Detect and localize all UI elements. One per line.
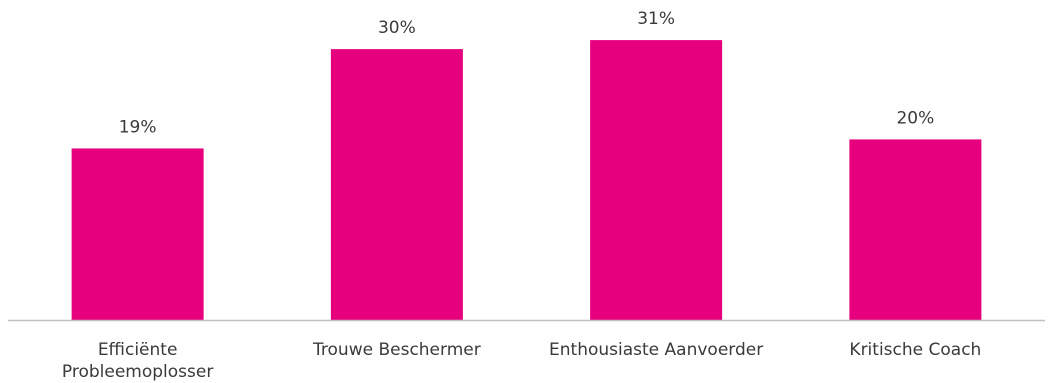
category-label-1: Trouwe Beschermer	[312, 340, 481, 360]
bar-0	[71, 148, 204, 320]
value-label-2: 31%	[637, 9, 675, 29]
bar-3	[849, 139, 982, 320]
bar-2	[590, 40, 723, 321]
bar-1	[330, 49, 463, 320]
category-label-line: Kritische Coach	[849, 340, 981, 360]
value-labels-group: 19% 30% 31% 20%	[119, 9, 935, 137]
category-label-2: Enthousiaste Aanvoerder	[549, 340, 763, 360]
value-label-1: 30%	[378, 18, 416, 38]
value-label-3: 20%	[896, 108, 934, 128]
category-label-line: Enthousiaste Aanvoerder	[549, 340, 763, 360]
category-label-0: Efficiënte Probleemoplosser	[62, 340, 213, 382]
bars-group	[71, 40, 982, 321]
category-label-3: Kritische Coach	[849, 340, 981, 360]
category-labels-group: Efficiënte Probleemoplosser Trouwe Bescher…	[62, 340, 981, 382]
category-label-line: Efficiënte	[98, 340, 178, 360]
category-label-line: Trouwe Beschermer	[312, 340, 481, 360]
category-label-line: Probleemoplosser	[62, 362, 213, 382]
value-label-0: 19%	[119, 117, 157, 137]
